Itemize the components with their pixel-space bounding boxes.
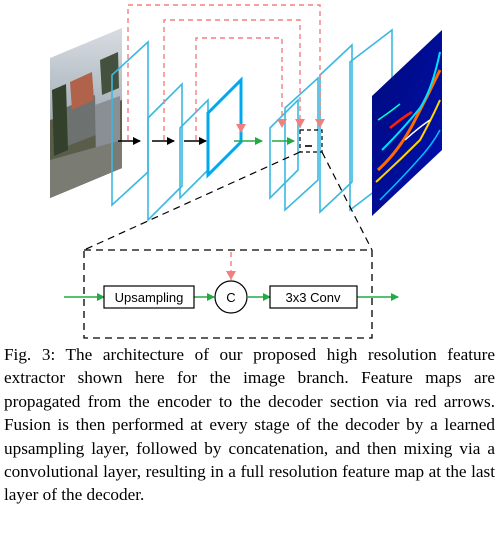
input-image — [50, 28, 122, 198]
upsampling-label: Upsampling — [115, 290, 184, 305]
concat-label: C — [226, 290, 235, 305]
conv-label: 3x3 Conv — [286, 290, 341, 305]
encoder-map-4 — [206, 76, 243, 179]
figure-caption: Fig. 3: The architecture of our proposed… — [4, 345, 495, 505]
encoder-feature-maps — [111, 40, 243, 222]
encoder-map-3 — [179, 98, 209, 200]
encoder-map-2 — [147, 82, 183, 222]
conv-block — [269, 285, 358, 309]
zoom-lines — [83, 151, 373, 251]
skip-arrow-2 — [163, 19, 305, 140]
decoder-map-2 — [284, 76, 319, 212]
fusion-detail-box — [83, 249, 373, 339]
decoder-feature-maps — [269, 28, 393, 214]
architecture-diagram: Upsampling C 3x3 Conv — [50, 4, 442, 339]
upsampling-block — [103, 285, 195, 309]
decoder-map-1 — [269, 98, 299, 200]
concat-node — [214, 280, 248, 314]
fusion-highlight-box — [299, 129, 323, 153]
skip-arrow-3 — [195, 37, 287, 140]
skip-connections — [127, 4, 325, 140]
decoder-map-3 — [319, 43, 353, 214]
output-heatmap — [372, 30, 442, 216]
skip-arrow-1 — [127, 4, 325, 140]
